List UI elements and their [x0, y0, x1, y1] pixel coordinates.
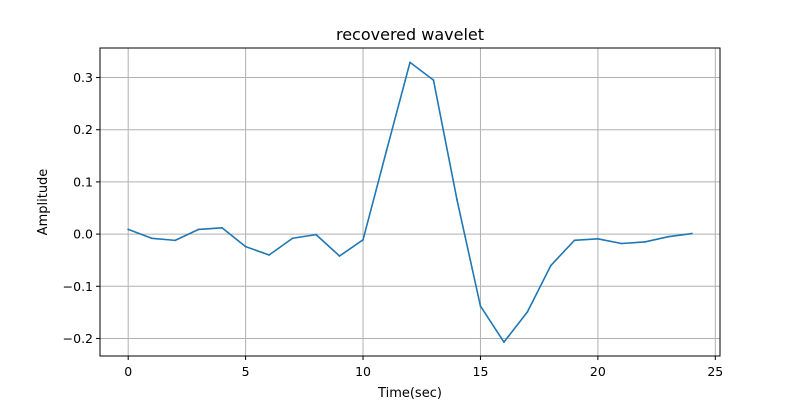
y-tick-label: 0.0	[73, 227, 93, 242]
data-point	[479, 305, 482, 308]
y-tick-label: −0.1	[63, 279, 93, 294]
data-point	[221, 226, 224, 229]
x-tick-label: 5	[242, 364, 250, 379]
y-tick-label: −0.2	[63, 331, 93, 346]
data-point	[268, 254, 270, 256]
data-point	[385, 149, 388, 152]
series-line	[127, 61, 692, 343]
data-point	[174, 239, 177, 242]
data-point	[526, 310, 529, 313]
y-tick-label: 0.3	[73, 70, 93, 85]
x-tick-label: 0	[124, 364, 132, 379]
data-point	[291, 237, 294, 240]
data-point	[620, 242, 623, 245]
chart-title: recovered wavelet	[336, 25, 484, 44]
data-point	[432, 79, 435, 82]
x-tick-label: 20	[590, 364, 606, 379]
x-tick-label: 15	[473, 364, 489, 379]
y-tick-label: 0.1	[73, 174, 93, 189]
data-point	[127, 228, 130, 231]
data-point	[362, 238, 364, 241]
data-point	[550, 264, 552, 267]
y-axis-label: Amplitude	[36, 169, 51, 236]
data-point	[690, 232, 693, 235]
data-point	[596, 237, 599, 240]
data-point	[315, 233, 317, 236]
data-point	[456, 198, 458, 201]
x-tick-label: 10	[355, 364, 371, 379]
grid	[100, 48, 720, 356]
data-point	[503, 341, 505, 344]
series-layer	[127, 61, 693, 344]
data-point	[643, 241, 646, 243]
x-axis-ticks: 0 5 10 15 20 25	[124, 356, 723, 379]
y-axis-ticks: −0.2 −0.1 0.0 0.1 0.2 0.3	[63, 70, 100, 346]
x-tick-label: 25	[707, 364, 723, 379]
data-point	[667, 235, 670, 238]
data-point	[150, 237, 153, 240]
data-point	[244, 245, 247, 248]
x-axis-label: Time(sec)	[377, 386, 442, 400]
data-point	[338, 255, 341, 257]
plot-area-frame	[99, 47, 721, 357]
data-point	[573, 239, 576, 242]
data-point	[409, 61, 411, 64]
y-tick-label: 0.2	[73, 122, 93, 137]
data-point	[197, 228, 200, 231]
